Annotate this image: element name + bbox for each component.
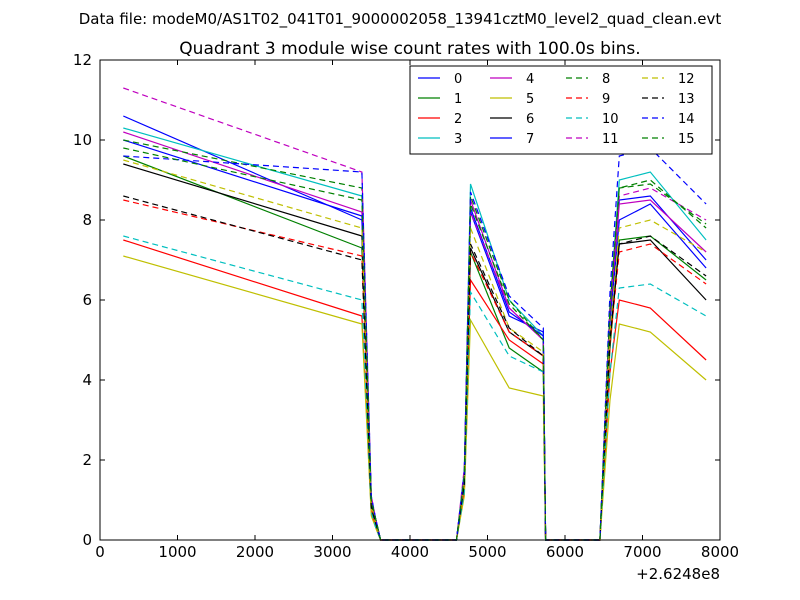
chart-title: Quadrant 3 module wise count rates with … [179,39,640,59]
legend-label-2: 2 [454,112,462,127]
y-tick-label: 6 [82,291,92,309]
legend-box [409,65,713,155]
x-tick-label: 3000 [313,543,351,561]
x-tick-label: 2000 [236,543,274,561]
x-tick-label: 0 [95,543,105,561]
legend-label-13: 13 [678,92,695,107]
x-offset-label: +2.6248e8 [636,565,720,583]
legend-label-12: 12 [678,72,695,87]
x-tick-label: 4000 [391,543,429,561]
legend-label-4: 4 [526,72,534,87]
legend-label-6: 6 [526,112,534,127]
suptitle: Data file: modeM0/AS1T02_041T01_90000020… [79,10,722,29]
y-tick-label: 10 [73,131,92,149]
legend-label-11: 11 [602,132,619,147]
x-tick-label: 5000 [468,543,506,561]
y-tick-label: 4 [82,371,92,389]
x-tick-label: 6000 [546,543,584,561]
series-line-11 [123,87,707,541]
y-tick-label: 0 [82,531,92,549]
x-tick-label: 8000 [701,543,739,561]
y-tick-label: 12 [73,51,92,69]
x-tick-label: 7000 [623,543,661,561]
legend-label-5: 5 [526,92,534,107]
legend-label-14: 14 [678,112,695,127]
legend-label-9: 9 [602,92,610,107]
legend-label-15: 15 [678,132,695,147]
x-tick-label: 1000 [158,543,196,561]
y-tick-label: 8 [82,211,92,229]
legend-label-1: 1 [454,92,462,107]
series-line-15 [123,147,707,541]
series-line-13 [123,195,707,541]
series-line-10 [123,235,707,541]
series-line-5 [123,255,707,541]
legend-label-7: 7 [526,132,534,147]
y-tick-label: 2 [82,451,92,469]
ticks-layer: 0 1000 2000 3000 4000 5000 6000 7000 80000246810… [73,51,739,561]
legend-label-0: 0 [454,72,462,87]
legend-label-10: 10 [602,112,619,127]
legend-label-3: 3 [454,132,462,147]
series-layer [123,87,707,541]
legend-label-8: 8 [602,72,610,87]
series-line-2 [123,239,707,541]
